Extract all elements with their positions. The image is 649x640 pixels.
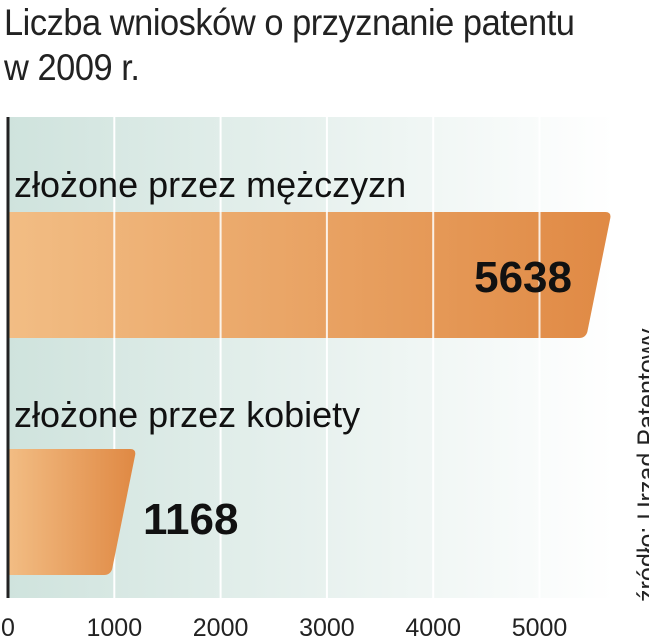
x-tick-labels: 0 1000 2000 3000 4000 5000 [1, 614, 567, 640]
chart-title: Liczba wniosków o przyznanie patentu w 2… [4, 0, 575, 90]
category-label-1: złożone przez kobiety [14, 394, 360, 435]
x-tick-label-3000: 3000 [299, 614, 355, 640]
value-labels: 5638 1168 [143, 253, 572, 544]
x-tick-label-4000: 4000 [405, 614, 461, 640]
source-note: źródło: Urząd Patentowy [632, 328, 649, 602]
value-label-1: 1168 [143, 495, 238, 544]
category-label-0: złożone przez mężczyzn [14, 164, 406, 205]
value-label-0: 5638 [474, 253, 572, 302]
bars [8, 212, 611, 575]
x-tick-label-2000: 2000 [193, 614, 249, 640]
chart-title-line-2: w 2009 r. [4, 47, 140, 88]
bar-1 [8, 449, 136, 575]
chart-title-line-1: Liczba wniosków o przyznanie patentu [4, 2, 575, 43]
x-tick-label-0: 0 [1, 614, 15, 640]
bar-0 [8, 212, 611, 338]
x-tick-label-1000: 1000 [86, 614, 142, 640]
category-labels: złożone przez mężczyzn złożone przez kobi… [14, 164, 406, 435]
x-tick-label-5000: 5000 [512, 614, 568, 640]
